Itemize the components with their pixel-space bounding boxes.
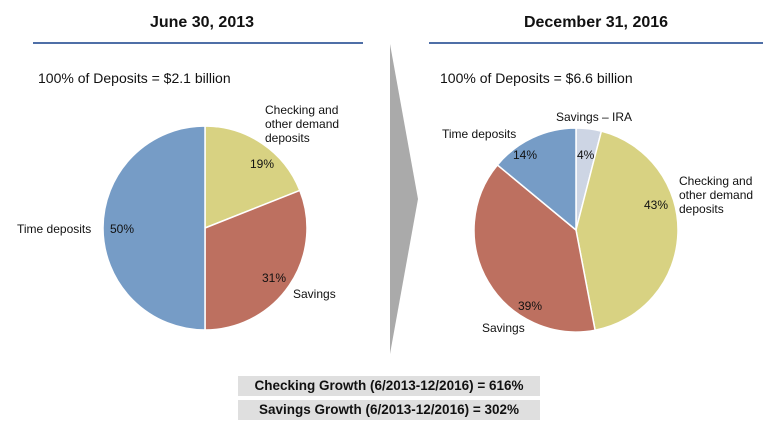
right-savings-percent: 39% [518, 299, 543, 313]
left-time-label: Time deposits [17, 222, 92, 236]
right-time-percent: 14% [513, 148, 538, 162]
left-checking-label: Checking and other demand deposits [265, 103, 340, 145]
savings-growth-box: Savings Growth (6/2013-12/2016) = 302% [238, 400, 540, 420]
left-subtitle: 100% of Deposits = $2.1 billion [38, 70, 231, 86]
checking-growth-box: Checking Growth (6/2013-12/2016) = 616% [238, 376, 540, 396]
left-slice-time-deposits [102, 125, 206, 331]
right-slice-time-deposits [496, 127, 577, 232]
right-title-rule [429, 42, 763, 44]
left-slice-checking-and-other-demand-deposits [204, 125, 301, 230]
right-checking-label: Checking and other demand deposits [679, 174, 754, 216]
transition-arrow-icon [390, 44, 418, 354]
left-savings-percent: 31% [262, 271, 287, 285]
left-savings-label: Savings [293, 287, 336, 301]
left-checking-percent: 19% [250, 157, 275, 171]
left-chart-title: June 30, 2013 [149, 14, 255, 31]
right-savings-label: Savings [482, 321, 525, 335]
left-slice-savings [204, 189, 308, 331]
right-slice-savings [473, 163, 596, 333]
right-checking-percent: 43% [644, 198, 669, 212]
right-time-label: Time deposits [442, 127, 517, 141]
left-title-rule [33, 42, 363, 44]
right-chart-title: December 31, 2016 [523, 14, 669, 31]
left-pie-chart [102, 125, 308, 331]
right-pie-chart [473, 127, 679, 333]
right-slice-checking-and-other-demand-deposits [575, 130, 679, 332]
left-time-percent: 50% [110, 222, 135, 236]
right-ira-label: Savings – IRA [556, 110, 633, 124]
right-subtitle: 100% of Deposits = $6.6 billion [440, 70, 633, 86]
right-ira-percent: 4% [577, 148, 595, 162]
